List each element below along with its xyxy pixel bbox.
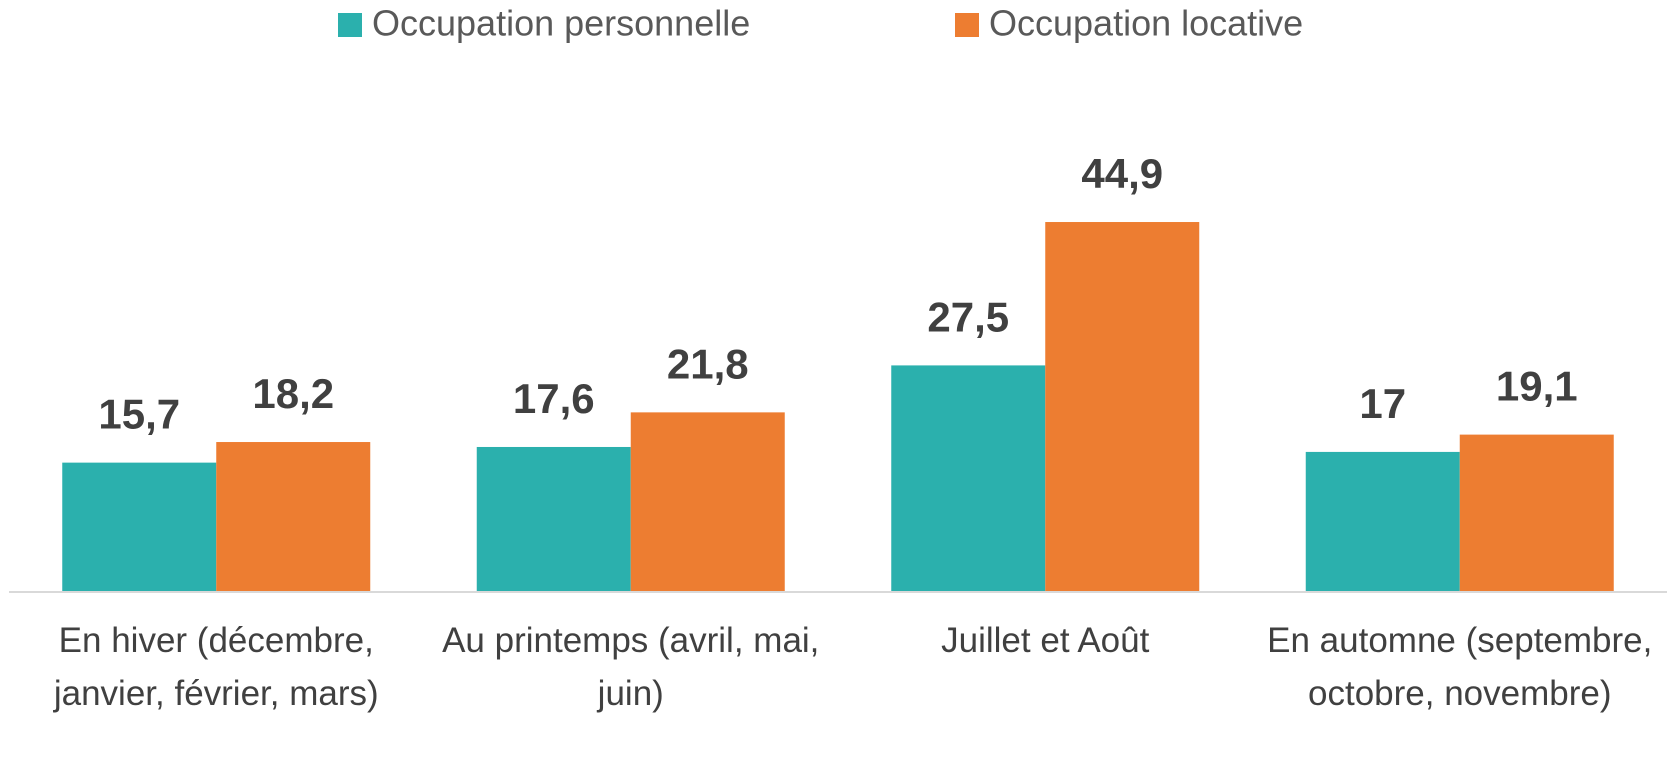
data-label: 17: [1359, 380, 1406, 427]
data-label: 21,8: [667, 340, 749, 387]
bar: [1045, 222, 1200, 593]
x-tick-label: Juillet et Août: [941, 621, 1150, 660]
bar: [1305, 451, 1460, 592]
bar: [891, 365, 1046, 592]
legend-swatch: [955, 13, 979, 37]
data-label: 44,9: [1081, 150, 1163, 197]
data-label: 18,2: [252, 370, 334, 417]
data-label: 19,1: [1496, 363, 1578, 410]
x-tick-label: En hiver (décembre, janvier, février, ma…: [53, 621, 379, 713]
legend-label: Occupation personnelle: [372, 3, 750, 44]
bar: [62, 462, 217, 592]
x-tick-label: En automne (septembre, octobre, novembre…: [1267, 621, 1653, 713]
bar: [630, 412, 785, 592]
bar: [1459, 434, 1614, 592]
bar: [216, 442, 371, 592]
bar: [476, 446, 631, 592]
data-label: 27,5: [927, 293, 1009, 340]
x-tick-label: Au printemps (avril, mai, juin): [442, 621, 820, 713]
data-label: 15,7: [98, 391, 180, 438]
data-label: 17,6: [513, 375, 595, 422]
legend-swatch: [338, 13, 362, 37]
legend-label: Occupation locative: [989, 3, 1303, 44]
